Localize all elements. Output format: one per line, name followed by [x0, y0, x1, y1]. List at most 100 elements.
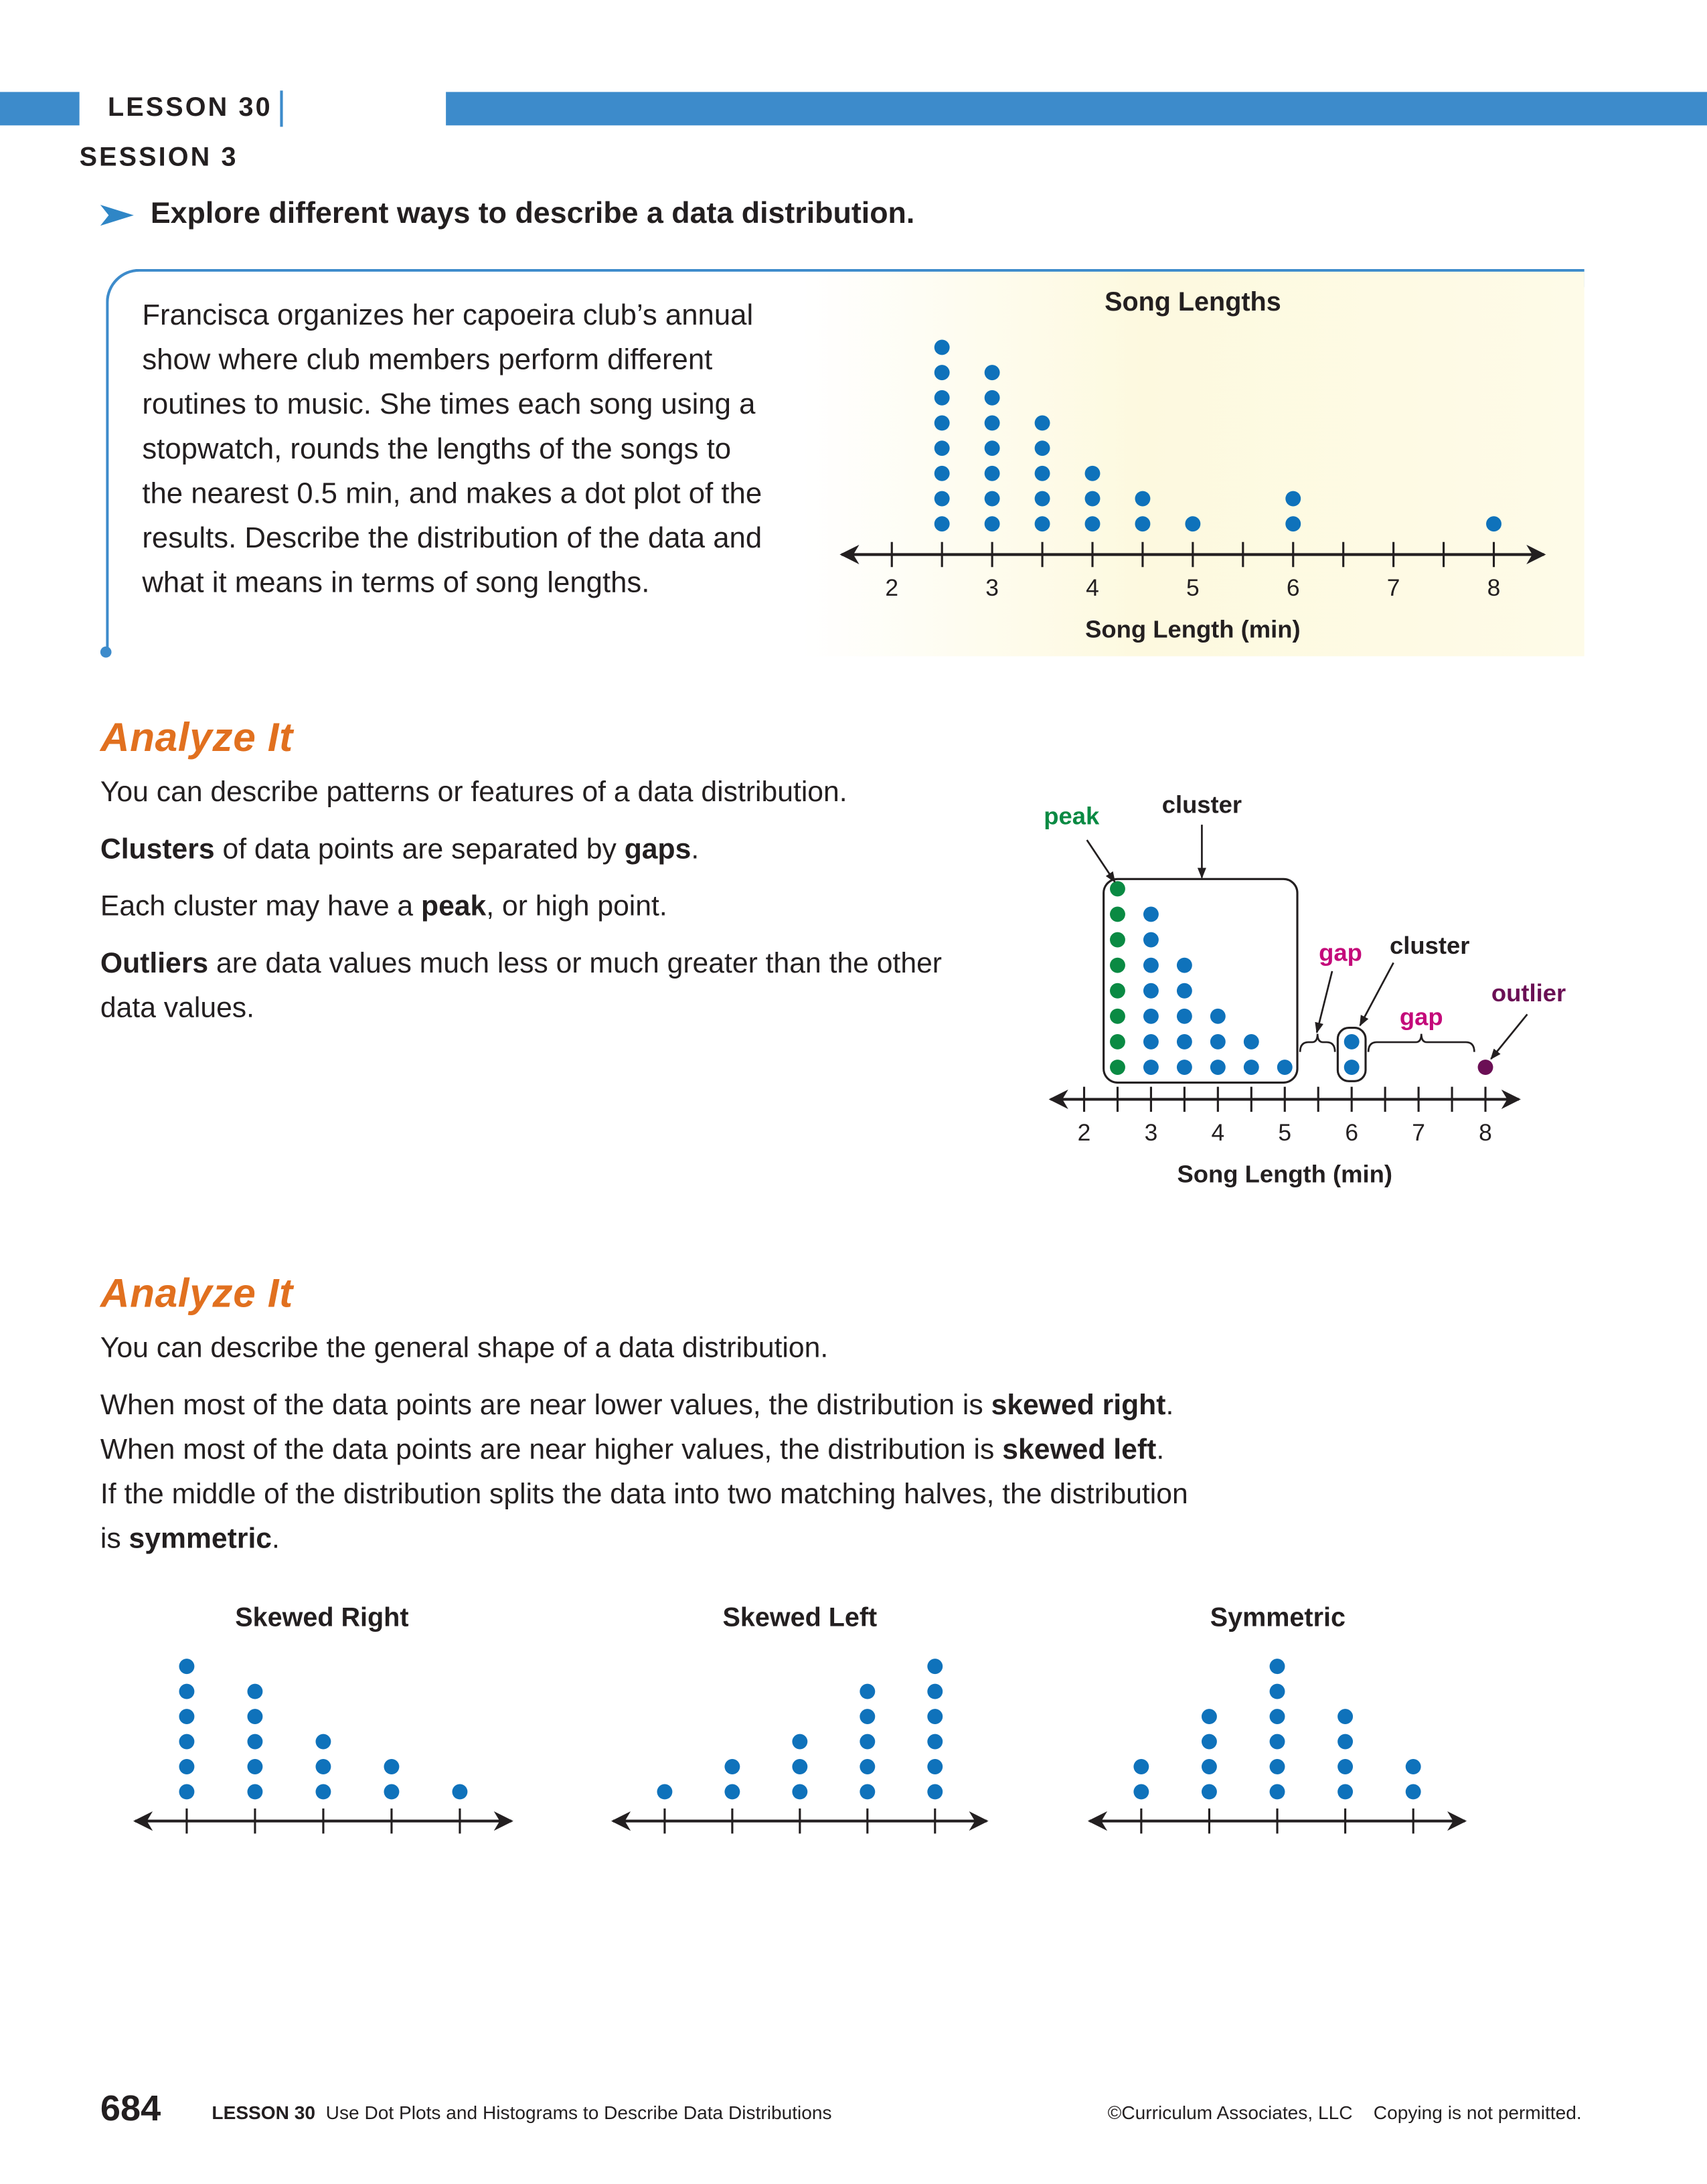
pointer-arrow [1315, 971, 1333, 1034]
dot [984, 491, 1000, 507]
dot [1405, 1759, 1421, 1774]
chart-title: Skewed Left [722, 1602, 877, 1632]
cluster-box [1336, 1027, 1367, 1082]
dot [984, 440, 1000, 456]
dot [247, 1709, 263, 1725]
dot [724, 1784, 740, 1800]
dot [1277, 1060, 1293, 1075]
bold-term: skewed left [1002, 1433, 1157, 1466]
text-run: You can describe patterns or features of… [100, 776, 847, 809]
dot [1176, 1060, 1192, 1075]
dot [1143, 932, 1159, 948]
paragraph: When most of the data points are near hi… [100, 1428, 1201, 1473]
dot [1486, 516, 1501, 532]
dot [934, 365, 950, 381]
paragraph: You can describe patterns or features of… [100, 770, 957, 815]
dot [1269, 1759, 1285, 1774]
x-tick-label: 8 [1487, 575, 1501, 601]
dot [984, 415, 1000, 431]
paragraph: Each cluster may have a peak, or high po… [100, 885, 957, 930]
dot [984, 516, 1000, 532]
dot [1337, 1759, 1354, 1774]
dot [860, 1734, 876, 1750]
dot [1135, 516, 1151, 532]
dot [384, 1759, 400, 1774]
dot [452, 1784, 468, 1800]
cluster-box [1103, 877, 1299, 1084]
text-run: of data points are separated by [214, 833, 625, 865]
box-dot [100, 646, 112, 658]
dot [792, 1784, 808, 1800]
notice: Copying is not permitted. [1373, 2102, 1582, 2124]
bold-term: gaps [624, 833, 692, 865]
dot [927, 1784, 943, 1800]
footer-title: Use Dot Plots and Histograms to Describe… [325, 2102, 832, 2124]
dot [315, 1784, 331, 1800]
annotation: cluster [1162, 791, 1242, 819]
dot [1201, 1734, 1217, 1750]
dot [1110, 932, 1125, 948]
dot [1133, 1784, 1149, 1800]
dot [984, 465, 1000, 481]
dot [1176, 1008, 1192, 1024]
dot [1337, 1734, 1354, 1750]
annotation: gap [1319, 939, 1362, 967]
dot [1034, 440, 1050, 456]
dot [860, 1709, 876, 1725]
paragraph: When most of the data points are near lo… [100, 1383, 1201, 1428]
dot [1210, 1060, 1226, 1075]
dot [1034, 415, 1050, 431]
dot [657, 1784, 673, 1800]
heading-arrow [100, 204, 134, 226]
x-tick-label: 6 [1287, 575, 1300, 601]
bold-term: skewed right [991, 1389, 1166, 1422]
dot [1034, 491, 1050, 507]
x-tick-label: 3 [1145, 1120, 1158, 1146]
x-axis-label: Song Length (min) [1085, 616, 1301, 643]
dot [1143, 1008, 1159, 1024]
dot [1405, 1784, 1421, 1800]
x-tick-label: 5 [1278, 1120, 1291, 1146]
dot [1110, 1008, 1125, 1024]
dot [934, 339, 950, 355]
dot [247, 1734, 263, 1750]
text-run: . [1165, 1389, 1174, 1422]
text-run: When most of the data points are near lo… [100, 1389, 991, 1422]
lesson-label: LESSON 30 [108, 93, 272, 123]
dot [1176, 957, 1192, 973]
dot [1110, 983, 1125, 999]
dot [1143, 957, 1159, 973]
text-run: You can describe the general shape of a … [100, 1332, 829, 1364]
dot [179, 1659, 195, 1675]
dot [1477, 1060, 1493, 1075]
dot [1110, 906, 1125, 922]
dot [247, 1784, 263, 1800]
dot [934, 440, 950, 456]
dot [860, 1784, 876, 1800]
paragraph: Outliers are data values much less or mu… [100, 942, 957, 1031]
dot [927, 1759, 943, 1774]
dot [1285, 491, 1301, 507]
dot [1269, 1683, 1285, 1699]
dot [1143, 906, 1159, 922]
dot [1201, 1709, 1217, 1725]
paragraph: If the middle of the distribution splits… [100, 1473, 1201, 1562]
dot [927, 1659, 943, 1675]
dot [927, 1734, 943, 1750]
dot [1337, 1709, 1354, 1725]
dot [1135, 491, 1151, 507]
page-number: 684 [100, 2087, 161, 2129]
chart-title: Symmetric [1210, 1602, 1346, 1632]
dot [1034, 465, 1050, 481]
dot [1344, 1033, 1360, 1049]
pointer-arrow [1086, 839, 1116, 883]
text-run: If the middle of the distribution splits… [100, 1478, 1188, 1556]
dot [792, 1759, 808, 1774]
section-heading: Analyze It [100, 716, 293, 761]
dot [179, 1784, 195, 1800]
dot [1143, 1033, 1159, 1049]
dot [179, 1734, 195, 1750]
dot [247, 1759, 263, 1774]
